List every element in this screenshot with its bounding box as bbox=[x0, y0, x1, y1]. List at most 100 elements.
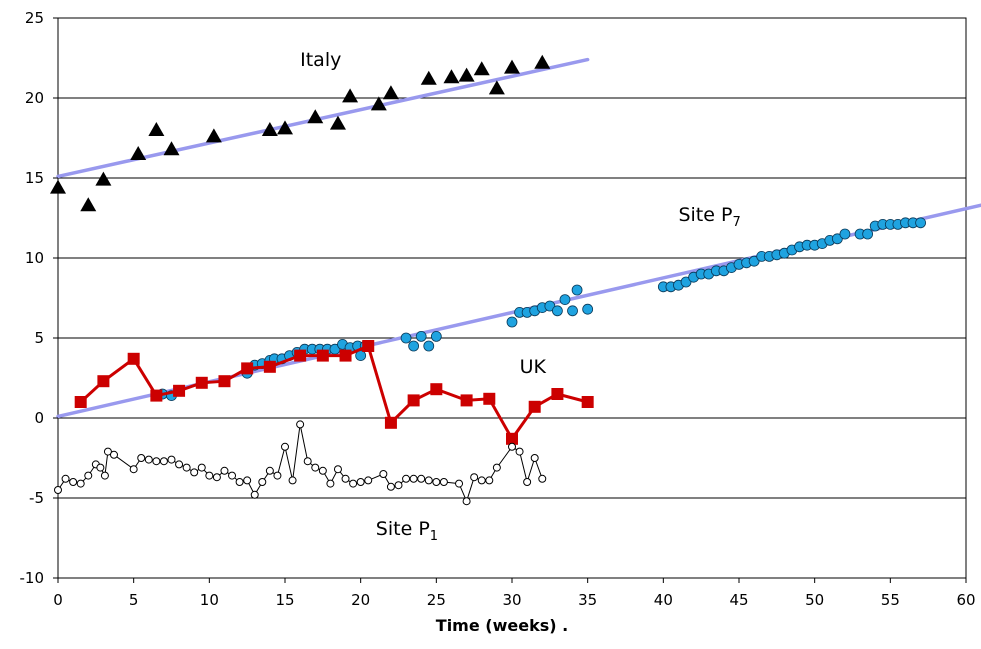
gridlines bbox=[58, 17, 966, 579]
data-point bbox=[409, 474, 418, 483]
data-point bbox=[173, 384, 186, 397]
y-tick-label: 20 bbox=[25, 89, 44, 107]
y-tick-label: 10 bbox=[25, 249, 44, 267]
data-point bbox=[281, 442, 289, 451]
series-label: UK bbox=[520, 356, 547, 378]
data-point bbox=[492, 463, 501, 472]
trendline bbox=[56, 57, 590, 179]
series-line bbox=[79, 343, 589, 442]
data-point bbox=[462, 497, 471, 506]
data-point bbox=[250, 490, 259, 499]
data-point bbox=[382, 85, 399, 100]
x-tick-label: 15 bbox=[275, 591, 294, 609]
data-point bbox=[748, 255, 760, 267]
data-point bbox=[235, 478, 244, 486]
data-point bbox=[205, 471, 214, 480]
data-point bbox=[167, 455, 176, 464]
data-point bbox=[76, 479, 85, 488]
data-point bbox=[370, 96, 387, 111]
data-point bbox=[379, 470, 388, 478]
data-point bbox=[80, 197, 97, 212]
data-point bbox=[50, 179, 66, 194]
series-labels: Italy Site P7 UK Site P1 bbox=[300, 49, 741, 544]
data-point bbox=[159, 457, 168, 466]
data-point bbox=[97, 375, 110, 388]
data-point bbox=[296, 420, 305, 429]
data-point bbox=[407, 394, 420, 407]
data-point bbox=[470, 473, 479, 482]
data-point bbox=[455, 479, 464, 488]
data-point bbox=[439, 478, 448, 486]
series-group bbox=[74, 340, 594, 445]
data-point bbox=[261, 122, 278, 136]
data-point bbox=[534, 54, 551, 69]
data-point bbox=[530, 454, 539, 462]
y-tick-label: -5 bbox=[29, 489, 44, 507]
data-point bbox=[277, 120, 293, 135]
data-point bbox=[96, 463, 105, 472]
data-point bbox=[288, 476, 297, 485]
data-point bbox=[582, 303, 594, 315]
plot-frame bbox=[57, 17, 967, 579]
x-tick-label: 5 bbox=[129, 591, 139, 609]
data-point bbox=[362, 340, 375, 352]
data-point bbox=[384, 416, 397, 429]
data-point bbox=[356, 478, 365, 486]
data-point bbox=[258, 478, 267, 486]
y-tick-label: 5 bbox=[34, 329, 44, 347]
data-point bbox=[515, 447, 524, 456]
data-point bbox=[364, 476, 373, 485]
data-point bbox=[220, 466, 229, 475]
x-tick-label: 60 bbox=[956, 591, 975, 609]
data-point bbox=[488, 80, 505, 95]
data-point bbox=[218, 375, 231, 388]
data-point bbox=[243, 476, 252, 485]
data-point bbox=[182, 463, 191, 472]
data-point bbox=[528, 400, 541, 413]
data-point bbox=[339, 349, 352, 362]
data-point bbox=[394, 481, 403, 490]
data-point bbox=[333, 465, 342, 474]
data-point bbox=[263, 360, 276, 373]
data-point bbox=[163, 141, 180, 156]
data-point bbox=[415, 330, 427, 342]
data-point bbox=[318, 466, 327, 475]
y-tick-label: -10 bbox=[20, 569, 45, 587]
x-tick-label: 50 bbox=[805, 591, 824, 609]
x-tick-label: 40 bbox=[654, 591, 673, 609]
data-point bbox=[329, 115, 346, 130]
data-point bbox=[103, 447, 112, 456]
data-point bbox=[473, 61, 490, 76]
y-tick-label: 0 bbox=[34, 409, 44, 427]
data-point bbox=[430, 330, 442, 342]
data-point bbox=[54, 486, 62, 494]
data-point bbox=[680, 276, 692, 288]
series-label: Site P7 bbox=[678, 204, 740, 230]
data-point bbox=[386, 482, 395, 491]
data-point bbox=[265, 466, 274, 475]
x-tick-label: 0 bbox=[53, 591, 63, 609]
series-group bbox=[54, 420, 547, 506]
y-tick-label: 15 bbox=[25, 169, 44, 187]
data-point bbox=[483, 392, 496, 405]
data-point bbox=[342, 88, 359, 103]
data-point bbox=[307, 109, 324, 124]
data-point bbox=[341, 474, 350, 483]
data-point bbox=[228, 471, 237, 480]
data-point bbox=[417, 474, 426, 483]
data-point bbox=[551, 388, 564, 400]
data-point bbox=[130, 146, 147, 160]
data-point bbox=[69, 478, 78, 486]
data-point bbox=[74, 396, 87, 408]
x-tick-label: 10 bbox=[200, 591, 219, 609]
data-point bbox=[150, 389, 163, 402]
data-point bbox=[349, 479, 358, 488]
data-point bbox=[61, 474, 70, 483]
data-point bbox=[127, 352, 140, 365]
data-point bbox=[303, 457, 312, 466]
data-point bbox=[559, 294, 571, 306]
series-marks bbox=[50, 54, 926, 506]
data-point bbox=[152, 457, 161, 466]
data-point bbox=[129, 465, 138, 474]
x-tick-label: 25 bbox=[427, 591, 446, 609]
